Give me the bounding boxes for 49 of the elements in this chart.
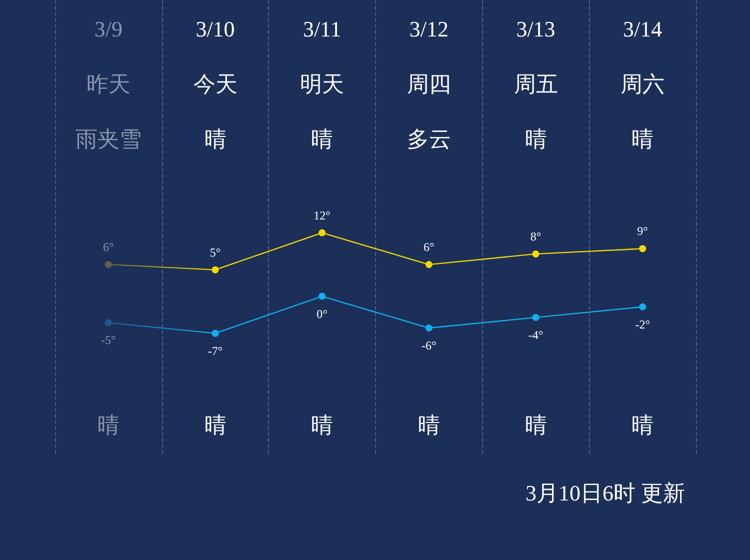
data-label: -6°	[422, 338, 437, 353]
data-label: 5°	[210, 245, 221, 260]
point	[425, 324, 432, 332]
text: 晴	[97, 412, 120, 438]
text: 昨天	[86, 72, 130, 96]
text: 晴	[204, 412, 226, 438]
data-label: 6°	[424, 240, 435, 254]
x-tick-label: 3/14	[623, 16, 662, 42]
x-tick-label: 3/11	[302, 16, 342, 42]
point	[532, 250, 540, 258]
point	[639, 303, 646, 310]
data-label: 0°	[316, 306, 328, 321]
text: 3月10日6时 更新	[526, 480, 685, 506]
point	[212, 266, 219, 274]
data-label: -5°	[101, 333, 116, 348]
text: 周六	[620, 72, 665, 96]
point	[318, 292, 326, 300]
text: 晴	[632, 126, 654, 152]
x-tick-label: 3/10	[196, 16, 235, 42]
text: 周四	[406, 72, 451, 96]
point	[318, 229, 326, 236]
text: 雨夹雪	[75, 126, 142, 152]
point	[532, 314, 540, 321]
text: 晴	[632, 412, 654, 438]
text: 明天	[300, 72, 344, 96]
text: 周五	[514, 72, 558, 96]
data-label: -2°	[635, 317, 650, 332]
text: 晴	[311, 412, 334, 438]
data-label: -4°	[528, 328, 544, 342]
point	[104, 319, 112, 326]
data-label: 12°	[314, 208, 331, 222]
text: 今天	[193, 72, 238, 96]
data-label: 8°	[530, 229, 542, 244]
text: 晴	[524, 126, 547, 152]
x-tick-label: 3/13	[516, 16, 556, 42]
point	[104, 261, 112, 268]
data-label: 6°	[103, 240, 114, 254]
text: 晴	[204, 126, 226, 152]
text: 晴	[418, 412, 440, 438]
data-label: -7°	[208, 344, 223, 358]
point	[639, 245, 646, 252]
text: 晴	[311, 126, 334, 152]
point	[212, 330, 219, 337]
text: 晴	[524, 412, 547, 438]
x-tick-label: 3/12	[409, 16, 448, 42]
data-label: 9°	[637, 224, 648, 238]
x-tick-label: 3/9	[94, 16, 122, 42]
text: 多云	[406, 126, 451, 152]
point	[425, 261, 432, 268]
